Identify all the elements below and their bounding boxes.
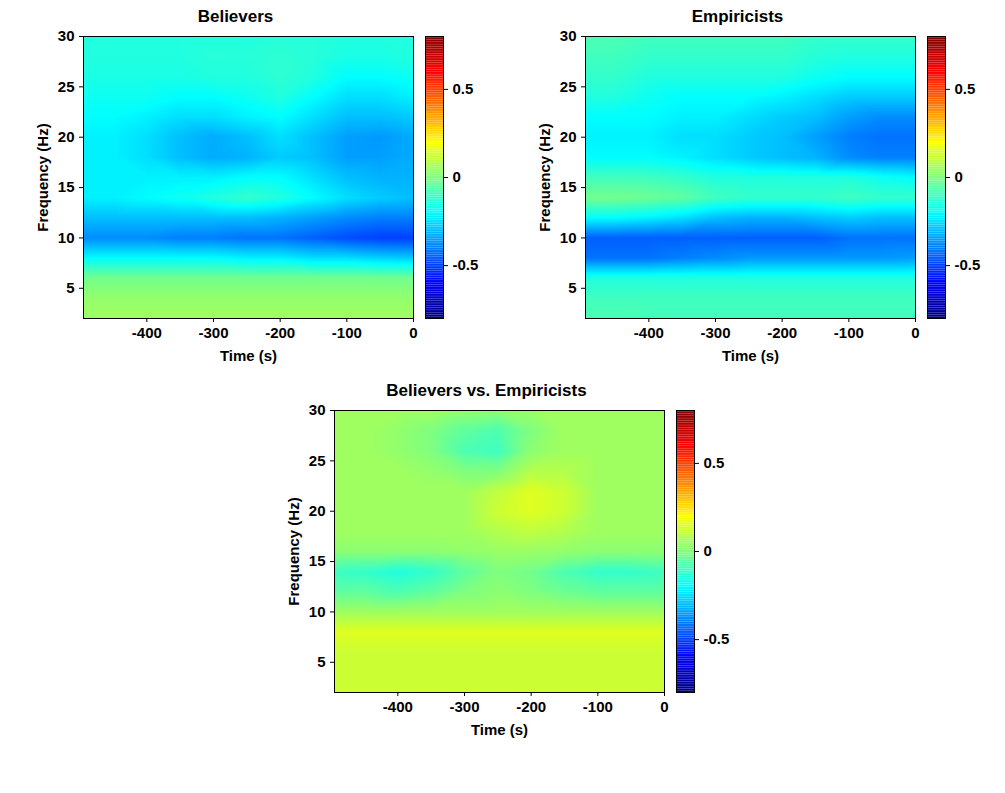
svg-text:Time (s): Time (s) bbox=[219, 347, 276, 364]
svg-text:-300: -300 bbox=[198, 324, 228, 341]
svg-text:Time (s): Time (s) bbox=[721, 347, 778, 364]
svg-text:Frequency (Hz): Frequency (Hz) bbox=[285, 497, 302, 605]
svg-text:5: 5 bbox=[66, 279, 74, 296]
svg-text:-200: -200 bbox=[767, 324, 797, 341]
svg-text:0: 0 bbox=[409, 324, 417, 341]
svg-text:-0.5: -0.5 bbox=[452, 256, 478, 273]
svg-text:0: 0 bbox=[703, 542, 711, 559]
svg-text:25: 25 bbox=[308, 452, 325, 469]
svg-text:-200: -200 bbox=[265, 324, 295, 341]
svg-text:20: 20 bbox=[57, 128, 74, 145]
svg-text:5: 5 bbox=[317, 653, 325, 670]
html-text:Believers: Believers bbox=[197, 7, 274, 26]
svg-text:25: 25 bbox=[559, 78, 576, 95]
svg-text:-300: -300 bbox=[700, 324, 730, 341]
svg-text:15: 15 bbox=[308, 552, 325, 569]
svg-text:-400: -400 bbox=[633, 324, 663, 341]
svg-text:Frequency (Hz): Frequency (Hz) bbox=[34, 123, 51, 231]
svg-text:-0.5: -0.5 bbox=[703, 630, 729, 647]
svg-text:0: 0 bbox=[660, 698, 668, 715]
svg-text:-200: -200 bbox=[516, 698, 546, 715]
html-text:Believers vs. Empiricists: Believers vs. Empiricists bbox=[386, 381, 587, 400]
svg-text:0.5: 0.5 bbox=[703, 454, 724, 471]
svg-text:0: 0 bbox=[954, 168, 962, 185]
svg-text:-400: -400 bbox=[382, 698, 412, 715]
svg-text:0.5: 0.5 bbox=[954, 80, 975, 97]
svg-text:20: 20 bbox=[559, 128, 576, 145]
svg-text:-100: -100 bbox=[833, 324, 863, 341]
svg-text:0: 0 bbox=[911, 324, 919, 341]
svg-text:30: 30 bbox=[559, 28, 576, 44]
svg-text:10: 10 bbox=[308, 603, 325, 620]
svg-text:-100: -100 bbox=[331, 324, 361, 341]
svg-text:30: 30 bbox=[57, 28, 74, 44]
svg-text:-400: -400 bbox=[131, 324, 161, 341]
svg-text:10: 10 bbox=[559, 229, 576, 246]
svg-text:-300: -300 bbox=[449, 698, 479, 715]
svg-text:Frequency (Hz): Frequency (Hz) bbox=[536, 123, 553, 231]
svg-text:15: 15 bbox=[559, 178, 576, 195]
svg-text:15: 15 bbox=[57, 178, 74, 195]
svg-text:10: 10 bbox=[57, 229, 74, 246]
svg-text:30: 30 bbox=[308, 402, 325, 418]
svg-text:0: 0 bbox=[452, 168, 460, 185]
svg-text:-0.5: -0.5 bbox=[954, 256, 980, 273]
svg-text:20: 20 bbox=[308, 502, 325, 519]
svg-text:-100: -100 bbox=[582, 698, 612, 715]
svg-text:25: 25 bbox=[57, 78, 74, 95]
html-text:Empiricists: Empiricists bbox=[691, 7, 784, 26]
svg-text:0.5: 0.5 bbox=[452, 80, 473, 97]
svg-text:Time (s): Time (s) bbox=[470, 721, 527, 738]
svg-text:5: 5 bbox=[568, 279, 576, 296]
